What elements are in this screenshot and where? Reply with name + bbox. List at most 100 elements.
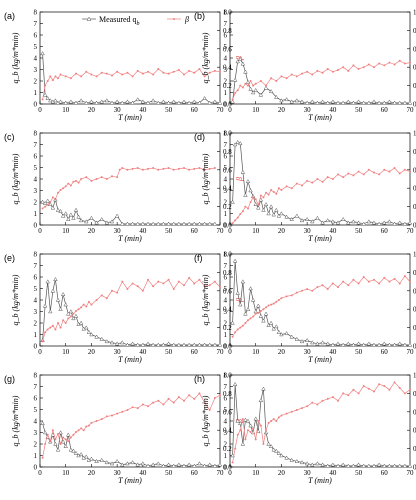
- qb-point: [45, 198, 50, 203]
- chart-panel-d: (d)0102030405060700123456780.00.20.40.60…: [194, 130, 416, 244]
- y-tick-label: 8: [34, 9, 38, 17]
- qb-point: [402, 463, 408, 468]
- qb-point: [150, 221, 156, 226]
- qb-point: [58, 99, 63, 104]
- qb-point: [279, 332, 284, 337]
- qb-point: [55, 207, 61, 212]
- qb-point: [186, 342, 192, 347]
- y2-tick-label: 0.4: [413, 427, 416, 435]
- qb-point: [109, 219, 115, 224]
- qb-point: [268, 89, 274, 94]
- qb-point: [397, 463, 402, 468]
- x-tick-label: 70: [407, 348, 415, 356]
- x-tick-label: 10: [252, 348, 260, 356]
- qb-point: [245, 79, 251, 84]
- y-tick-label: 3: [224, 308, 228, 316]
- beta-point: [111, 74, 113, 77]
- beta-point: [357, 282, 360, 285]
- x-tick-label: 50: [355, 348, 363, 356]
- y2-tick-label: 0.6: [413, 166, 416, 174]
- beta-point: [403, 275, 406, 278]
- qb-point: [304, 216, 310, 221]
- qb-point: [60, 291, 66, 296]
- x-tick-label: 70: [407, 106, 415, 114]
- y-tick-label: 1: [34, 452, 38, 460]
- qb-point: [84, 219, 89, 224]
- x-tick-label: 70: [217, 348, 225, 356]
- beta-point: [254, 198, 257, 201]
- qb-point: [320, 340, 325, 345]
- qb-point: [253, 87, 258, 92]
- beta-point: [231, 461, 234, 464]
- beta-point: [280, 414, 283, 417]
- y-tick-label: 0: [34, 343, 38, 351]
- qb-point: [376, 462, 382, 467]
- beta-point: [231, 222, 234, 225]
- beta-point: [254, 82, 257, 85]
- qb-point: [53, 98, 58, 103]
- y2-tick-label: 0.0: [223, 101, 232, 109]
- qb-point: [156, 221, 161, 226]
- beta-point: [373, 66, 375, 69]
- qb-point: [150, 98, 156, 103]
- beta-point: [357, 170, 360, 173]
- qb-point: [407, 463, 413, 468]
- beta-point: [270, 77, 273, 80]
- beta-point: [277, 187, 280, 190]
- x-tick-label: 60: [381, 227, 389, 235]
- qb-point: [212, 99, 218, 104]
- y2-tick-label: 0.8: [413, 27, 416, 35]
- y-tick-label: 2: [34, 78, 38, 86]
- x-tick-label: 20: [88, 106, 96, 114]
- qb-point: [145, 221, 151, 226]
- y-tick-label: 0: [34, 222, 38, 230]
- beta-point: [85, 425, 88, 428]
- qb-point: [89, 215, 94, 220]
- beta-point: [321, 71, 324, 74]
- beta-point: [198, 392, 201, 395]
- x-tick-label: 20: [88, 227, 96, 235]
- qb-point: [212, 463, 218, 468]
- beta-point: [337, 173, 339, 176]
- panel-label: (f): [194, 253, 203, 263]
- beta-point: [147, 405, 149, 408]
- qb-point: [274, 448, 279, 453]
- qb-point: [55, 447, 61, 452]
- x-axis-label: T (min): [118, 355, 142, 364]
- beta-point: [347, 69, 350, 72]
- qb-point: [243, 311, 248, 316]
- qb-point: [94, 458, 99, 463]
- beta-point: [46, 433, 49, 436]
- qb-point: [361, 100, 366, 105]
- beta-point: [51, 324, 54, 327]
- beta-point: [383, 64, 386, 67]
- beta-point: [121, 73, 124, 76]
- qb-point: [243, 69, 248, 74]
- qb-point: [197, 342, 202, 347]
- qb-point: [238, 56, 243, 61]
- qb-point: [361, 221, 366, 226]
- qb-point: [45, 279, 50, 284]
- x-tick-label: 30: [304, 348, 312, 356]
- beta-point: [306, 405, 309, 408]
- y2-tick-label: 0.2: [223, 445, 232, 453]
- beta-point: [241, 418, 244, 421]
- beta-point: [231, 98, 234, 101]
- qb-point: [284, 455, 289, 460]
- x-tick-label: 40: [139, 469, 147, 477]
- qb-point: [73, 207, 79, 212]
- beta-point: [172, 287, 175, 290]
- beta-point: [252, 315, 255, 318]
- beta-point: [393, 381, 396, 384]
- beta-point: [95, 178, 98, 180]
- beta-point: [183, 399, 185, 402]
- qb-point: [125, 221, 130, 226]
- y-axis-label: q_b (kg/m*min): [201, 32, 210, 83]
- qb-point: [171, 221, 176, 226]
- x-tick-label: 0: [228, 106, 232, 114]
- beta-point: [373, 278, 375, 281]
- chart-panel-g: (g)0 10 20 30 40 50 60 700123456780.00.20.40.60…: [4, 372, 244, 486]
- qb-point: [382, 220, 387, 225]
- y-tick-label: 4: [224, 55, 228, 63]
- beta-point: [105, 415, 108, 418]
